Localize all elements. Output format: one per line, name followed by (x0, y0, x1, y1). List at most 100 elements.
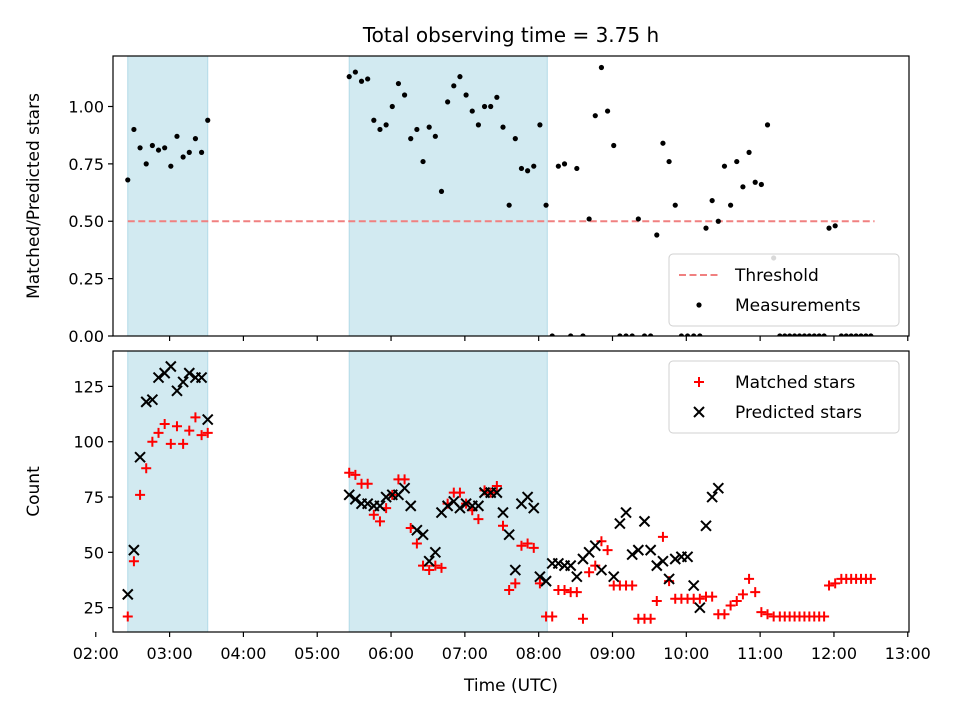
measurement-point (715, 218, 721, 224)
chart-title: Total observing time = 3.75 h (362, 23, 659, 47)
matched-point (454, 487, 465, 498)
matched-point (510, 578, 521, 589)
predicted-point (552, 557, 565, 570)
measurement-point (192, 136, 199, 142)
matched-point (504, 584, 515, 595)
matched-point (737, 589, 748, 600)
measurement-point (205, 117, 211, 123)
measurement-point (838, 333, 844, 336)
legend-box (668, 360, 900, 434)
measurement-point (549, 333, 555, 336)
predicted-point (651, 559, 663, 572)
predicted-point (441, 500, 454, 512)
predicted-point (521, 491, 534, 503)
x-tick-label: 13:00 (885, 644, 931, 663)
matched-point (762, 609, 773, 620)
measurement-point (346, 74, 352, 80)
matched-point (122, 611, 133, 622)
measurement-point (816, 333, 822, 336)
predicted-point (411, 524, 423, 536)
measurement-point (500, 124, 506, 130)
axes-frame (112, 350, 910, 633)
matched-point (756, 607, 767, 618)
measurement-point (678, 333, 684, 336)
measurement-point (457, 74, 463, 80)
matched-point (725, 600, 736, 611)
matched-point (418, 560, 429, 571)
predicted-point (128, 544, 140, 556)
series-predicted-stars (122, 360, 725, 614)
measurement-point (672, 202, 678, 208)
predicted-point (417, 528, 429, 541)
predicted-point (454, 502, 466, 514)
measurement-point (463, 92, 469, 98)
measurement-point (445, 99, 451, 105)
measurement-point (383, 122, 389, 128)
predicted-point (626, 548, 638, 561)
predicted-point (195, 371, 208, 384)
predicted-point (423, 555, 435, 567)
y-tick-label: 50 (84, 543, 104, 562)
series-measurements (125, 64, 874, 336)
y-tick-label: 0.00 (68, 327, 104, 346)
y-tick-label: 0.25 (68, 270, 104, 289)
measurement-point (432, 133, 438, 139)
predicted-point (361, 497, 374, 510)
predicted-point (140, 396, 152, 408)
plot-area (125, 56, 875, 336)
measurement-point (598, 64, 605, 71)
measurement-point (537, 122, 543, 128)
predicted-point (564, 559, 577, 572)
predicted-point (595, 564, 608, 576)
matched-point (135, 489, 146, 500)
predicted-point (183, 367, 195, 379)
y-axis-label: Count (24, 466, 44, 517)
predicted-point (165, 360, 177, 373)
measurement-point (853, 333, 859, 336)
y-tick-label: 0.50 (68, 212, 104, 231)
measurement-point (371, 117, 377, 123)
predicted-point (509, 564, 522, 576)
predicted-point (712, 482, 725, 494)
measurement-point (198, 149, 205, 155)
matched-point (411, 538, 422, 549)
matched-point (516, 540, 527, 551)
measurement-point (555, 163, 561, 169)
measurement-point (868, 333, 874, 336)
predicted-point (687, 579, 700, 592)
measurement-point (168, 163, 174, 169)
y-tick-label: 25 (84, 599, 104, 618)
matched-point (344, 467, 355, 478)
matched-point (473, 514, 484, 525)
measurement-point (697, 333, 703, 336)
matched-point (559, 584, 570, 595)
x-tick-label: 06:00 (368, 644, 414, 663)
measurement-point (155, 147, 162, 153)
measurement-point (426, 124, 432, 130)
measurement-point (821, 333, 827, 336)
matched-point (128, 556, 139, 567)
matched-point (819, 611, 830, 622)
predicted-point (152, 371, 165, 384)
predicted-point (528, 502, 540, 514)
predicted-point (644, 544, 657, 556)
measurement-point (691, 333, 697, 336)
measurement-point (365, 76, 371, 82)
measurement-point (654, 232, 660, 238)
x-tick-label: 12:00 (811, 644, 857, 663)
predicted-point (681, 551, 694, 563)
measurement-point (377, 126, 383, 133)
predicted-point (694, 601, 706, 614)
measurement-point (475, 122, 481, 128)
measurement-point (848, 333, 854, 336)
measurement-point (438, 188, 445, 195)
predicted-point (534, 570, 546, 583)
legend-measurement-swatch (696, 302, 702, 308)
predicted-point (122, 588, 134, 601)
matched-point (178, 438, 189, 449)
measurement-point (586, 216, 592, 222)
x-axis-label: Time (UTC) (463, 676, 558, 696)
measurement-point (666, 158, 672, 165)
matched-point (865, 573, 876, 584)
